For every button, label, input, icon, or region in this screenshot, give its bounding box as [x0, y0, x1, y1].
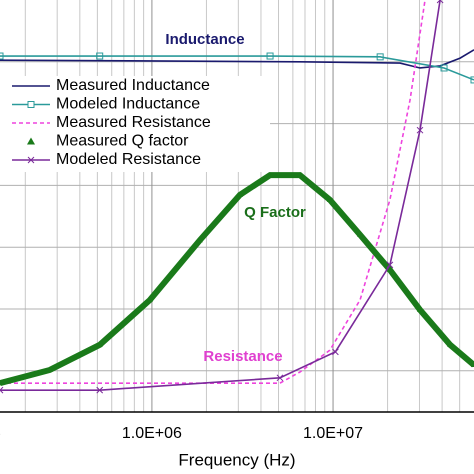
marker: [0, 52, 4, 60]
series-line: [0, 49, 474, 69]
marker: [357, 231, 364, 237]
x-tick-label: 1.0E+05: [0, 425, 1, 442]
marker: [332, 348, 339, 356]
legend-box: [0, 76, 270, 172]
marker: [267, 172, 274, 178]
series-line: [0, 55, 474, 81]
marker: [416, 306, 423, 312]
annotation: Resistance: [203, 348, 282, 365]
marker: [0, 380, 3, 386]
marker: [296, 172, 303, 178]
legend-marker: [27, 137, 35, 145]
marker: [196, 237, 203, 243]
legend-marker: [27, 101, 35, 108]
series-line: [0, 172, 474, 387]
marker: [376, 53, 384, 61]
marker: [440, 64, 448, 72]
marker: [46, 366, 53, 372]
marker: [471, 362, 474, 368]
marker: [386, 261, 394, 269]
marker: [276, 374, 284, 382]
series-line: [0, 0, 426, 384]
legend-label: Measured Q factor: [56, 133, 189, 150]
marker: [416, 126, 424, 134]
x-tick-label: 1.0E+06: [122, 425, 182, 442]
marker: [266, 52, 274, 60]
marker: [326, 196, 333, 202]
marker: [146, 296, 153, 302]
x-axis-label: Frequency (Hz): [178, 450, 295, 469]
x-tick-label: 1.0E+07: [303, 425, 363, 442]
marker: [436, 0, 444, 4]
marker: [236, 191, 243, 197]
marker: [96, 341, 103, 347]
legend-label: Measured Inductance: [56, 77, 210, 94]
series-line: [0, 0, 441, 391]
marker: [96, 386, 104, 394]
marker: [386, 266, 393, 272]
annotation: Q Factor: [244, 204, 306, 221]
legend-label: Modeled Resistance: [56, 151, 201, 168]
legend-marker: [27, 156, 35, 164]
legend-label: Modeled Inductance: [56, 96, 200, 113]
annotation: Inductance: [165, 31, 244, 48]
legend-label: Measured Resistance: [56, 114, 211, 131]
marker: [0, 386, 4, 394]
marker: [96, 52, 104, 60]
marker: [447, 341, 454, 347]
marker: [470, 76, 474, 84]
